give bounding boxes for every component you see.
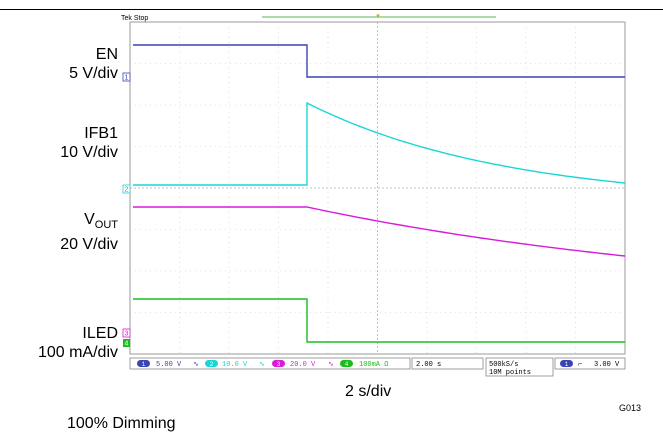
svg-text:4: 4 [345,361,349,368]
ch2-scale: 10 V/div [60,144,118,161]
ch4-label: ILED 100 mA/div [38,324,118,362]
status-text: Tek Stop [121,15,148,22]
ch4-readout: 100mA Ω [359,361,388,369]
svg-text:∿: ∿ [259,361,265,369]
trace-en [133,44,625,78]
readout-bar: 1 5.00 V ∿ 2 10.0 V ∿ 3 20.0 V ∿ 4 100mA… [129,357,626,377]
svg-text:3: 3 [277,361,281,368]
time-scale-label: 2 s/div [345,383,392,400]
trigger-marker-icon: ▾ [376,13,380,20]
ch3-name-main: V [84,211,95,228]
ch4-scale: 100 mA/div [37,344,118,361]
svg-text:1: 1 [565,361,569,368]
ch2-name: IFB1 [84,125,118,142]
svg-text:2: 2 [210,361,214,368]
svg-text:∿: ∿ [193,361,199,369]
falling-edge-icon: ⌐ [578,361,582,369]
record-length-readout: 10M points [489,369,531,377]
trigger-level-readout: 3.00 V [594,361,620,369]
svg-text:∿: ∿ [328,361,334,369]
svg-text:2: 2 [125,187,129,194]
ch3-scale: 20 V/div [60,236,118,253]
channel-marker-icon: 1 2 3 4 [122,72,131,348]
ch1-scale: 5 V/div [69,65,118,82]
ch4-name: ILED [82,325,118,342]
ch2-label: IFB1 10 V/div [60,124,118,162]
figure-id: G013 [619,403,642,413]
top-rule [0,9,663,10]
graticule [130,22,625,354]
ch3-readout: 20.0 V [290,361,316,369]
svg-text:3: 3 [125,331,129,338]
trace-ifb1 [133,101,626,186]
sample-rate-readout: 500kS/s [489,361,518,369]
timebase-readout: 2.00 s [416,361,441,369]
ch3-name-sub: OUT [94,219,118,231]
ch2-readout: 10.0 V [222,361,248,369]
svg-text:1: 1 [125,75,129,82]
trace-iled [133,298,625,343]
ch1-name: EN [95,46,118,63]
svg-text:4: 4 [125,341,129,348]
ch3-name: VOUT [60,210,118,235]
ch1-label: EN 5 V/div [69,45,118,83]
svg-text:1: 1 [142,361,146,368]
ch3-label: VOUT 20 V/div [60,210,118,254]
ch1-readout: 5.00 V [156,361,182,369]
trace-vout [133,206,626,257]
caption: 100% Dimming [67,415,176,432]
